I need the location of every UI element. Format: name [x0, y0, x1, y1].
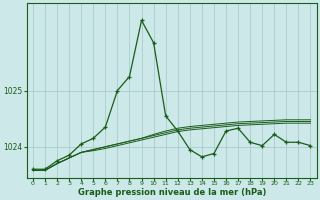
X-axis label: Graphe pression niveau de la mer (hPa): Graphe pression niveau de la mer (hPa)	[77, 188, 266, 197]
